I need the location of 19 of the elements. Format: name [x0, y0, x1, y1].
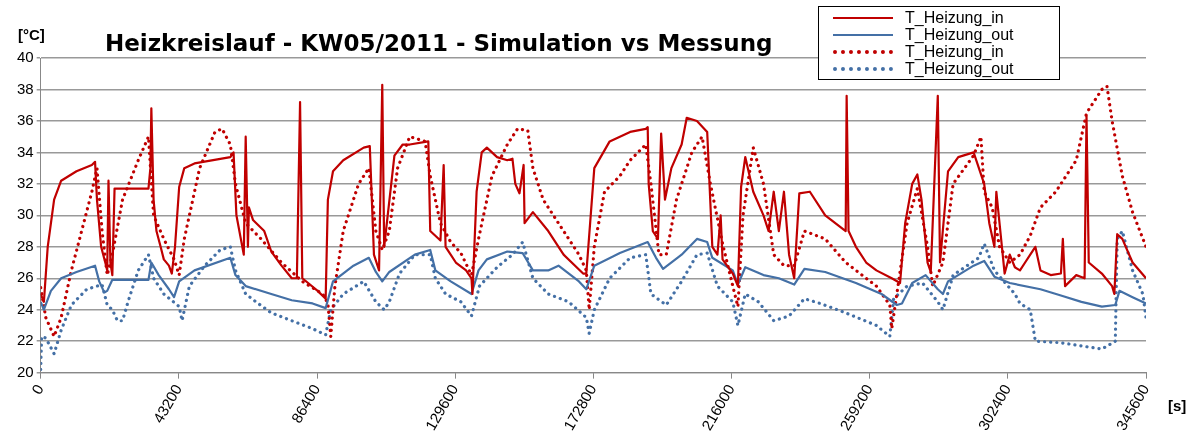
chart-title: Heizkreislauf - KW05/2011 - Simulation vs Messung — [105, 30, 773, 56]
y-tick-label: 32 — [17, 174, 34, 191]
legend-label: T_Heizung_in — [905, 42, 1004, 61]
y-tick-label: 40 — [17, 48, 34, 66]
y-tick-label: 34 — [17, 142, 34, 160]
y-tick-label: 22 — [17, 331, 34, 349]
y-tick-label: 26 — [17, 268, 34, 286]
y-tick-label: 28 — [17, 236, 34, 254]
x-axis-title: [s] — [1168, 397, 1187, 414]
y-tick-label: 24 — [17, 299, 34, 317]
y-axis-title: [°C] — [18, 26, 45, 43]
y-tick-label: 20 — [17, 362, 34, 380]
x-tick-label: 0 — [27, 381, 47, 397]
legend-label: T_Heizung_out — [905, 59, 1014, 78]
legend-label: T_Heizung_in — [905, 8, 1004, 27]
y-tick-label: 38 — [17, 79, 34, 97]
y-tick-label: 30 — [17, 205, 34, 223]
legend-label: T_Heizung_out — [905, 25, 1014, 44]
y-tick-label: 36 — [17, 111, 34, 129]
